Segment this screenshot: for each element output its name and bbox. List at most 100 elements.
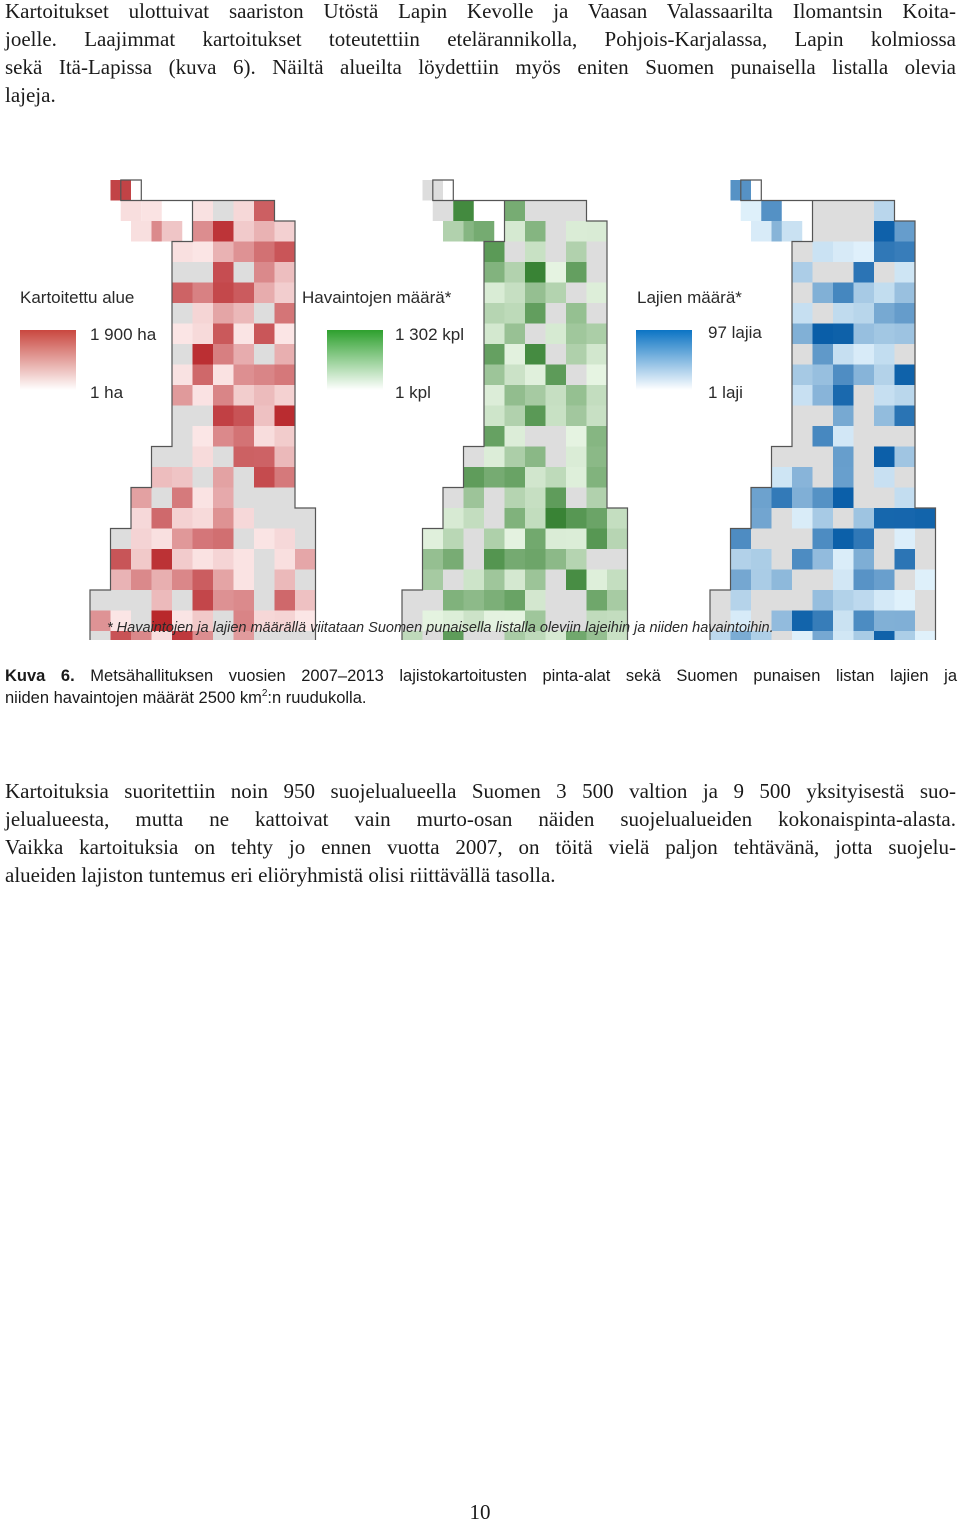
map-grid-cell bbox=[213, 405, 234, 426]
map-grid-cell bbox=[422, 528, 443, 549]
map-grid-cell bbox=[874, 385, 895, 406]
map-grid-cell bbox=[545, 262, 566, 283]
map-grid-cell bbox=[254, 241, 275, 262]
map-grid-cell bbox=[161, 221, 183, 242]
map-grid-cell bbox=[812, 303, 833, 324]
map-grid-cell bbox=[730, 528, 751, 549]
legend-gradient bbox=[20, 330, 76, 390]
map-grid-cell bbox=[233, 590, 254, 611]
map-grid-cell bbox=[607, 528, 628, 549]
map-grid-cell bbox=[833, 549, 854, 570]
map-grid-cell bbox=[484, 241, 505, 262]
figure-finland-maps: Kartoitettu alue 1 900 ha 1 ha Havaintoj… bbox=[0, 140, 960, 640]
map-grid-cell bbox=[274, 282, 295, 303]
map-grid-cell bbox=[233, 405, 254, 426]
map-grid-cell bbox=[274, 549, 295, 570]
map-grid-cell bbox=[853, 262, 874, 283]
map-grid-cell bbox=[254, 446, 275, 467]
map-grid-cell bbox=[853, 569, 874, 590]
map-grid-cell bbox=[484, 631, 505, 640]
map-grid-cell bbox=[504, 631, 525, 640]
map-grid-cell bbox=[192, 631, 213, 640]
map-grid-cell bbox=[545, 487, 566, 508]
legend-max-label: 97 lajia bbox=[708, 323, 762, 342]
paragraph-line: joelle. Laajimmat kartoitukset toteutett… bbox=[5, 27, 956, 51]
map-grid-cell bbox=[566, 590, 587, 611]
map-grid-cell bbox=[894, 221, 915, 242]
map-grid-cell bbox=[566, 631, 587, 640]
map-grid-cell bbox=[295, 508, 316, 529]
map-grid-cell bbox=[254, 631, 275, 640]
map-grid-cell bbox=[710, 610, 731, 631]
intro-paragraph: Kartoitukset ulottuivat saariston Utöstä… bbox=[5, 0, 956, 109]
map-grid-cell bbox=[233, 262, 254, 283]
map-grid-cell bbox=[853, 303, 874, 324]
map-grid-cell bbox=[213, 590, 234, 611]
map-grid-cell bbox=[812, 405, 833, 426]
map-grid-cell bbox=[812, 344, 833, 365]
map-grid-cell bbox=[233, 426, 254, 447]
map-grid-cell bbox=[213, 446, 234, 467]
map-grid-cell bbox=[751, 528, 772, 549]
map-grid-cell bbox=[504, 549, 525, 570]
map-grid-cell bbox=[586, 344, 607, 365]
map-grid-cell bbox=[894, 549, 915, 570]
map-grid-cell bbox=[90, 631, 111, 640]
map-grid-cell bbox=[915, 528, 936, 549]
map-grid-cell bbox=[792, 364, 813, 385]
map-grid-cell bbox=[504, 446, 525, 467]
map-grid-cell bbox=[192, 282, 213, 303]
map-grid-cell bbox=[730, 549, 751, 570]
map-grid-cell bbox=[422, 549, 443, 570]
map-grid-cell bbox=[120, 200, 142, 221]
map-grid-cell bbox=[484, 426, 505, 447]
map-grid-cell bbox=[566, 508, 587, 529]
map-havaintojen-maara bbox=[401, 179, 629, 640]
map-grid-cell bbox=[172, 364, 193, 385]
map-grid-cell bbox=[504, 364, 525, 385]
map-grid-cell bbox=[213, 344, 234, 365]
map-grid-cell bbox=[151, 528, 172, 549]
map-grid-cell bbox=[566, 610, 587, 631]
map-grid-cell bbox=[771, 446, 792, 467]
map-grid-cell bbox=[812, 221, 833, 242]
map-grid-cell bbox=[751, 590, 772, 611]
map-grid-cell bbox=[254, 467, 275, 488]
caption-label: Kuva 6. bbox=[5, 667, 75, 685]
map-grid-cell bbox=[751, 487, 772, 508]
map-grid-cell bbox=[402, 631, 423, 640]
map-grid-cell bbox=[233, 303, 254, 324]
map-grid-cell bbox=[192, 549, 213, 570]
map-grid-cell bbox=[233, 364, 254, 385]
map-grid-cell bbox=[172, 262, 193, 283]
map-grid-cell bbox=[730, 631, 751, 640]
map-grid-cell bbox=[172, 344, 193, 365]
caption-superscript: 2 bbox=[261, 688, 268, 699]
map-grid-cell bbox=[812, 323, 833, 344]
map-grid-cell bbox=[833, 467, 854, 488]
map-grid-cell bbox=[525, 631, 546, 640]
map-grid-cell bbox=[833, 200, 854, 221]
map-grid-cell bbox=[853, 467, 874, 488]
map-grid-cell bbox=[233, 221, 254, 242]
map-grid-cell bbox=[545, 631, 566, 640]
map-grid-cell bbox=[566, 467, 587, 488]
map-grid-cell bbox=[894, 405, 915, 426]
map-grid-cell bbox=[213, 508, 234, 529]
map-grid-cell bbox=[233, 241, 254, 262]
map-grid-cell bbox=[566, 221, 587, 242]
map-grid-cell bbox=[586, 364, 607, 385]
legend-max-label: 1 302 kpl bbox=[395, 325, 464, 344]
map-grid-cell bbox=[504, 282, 525, 303]
map-grid-cell bbox=[172, 241, 193, 262]
paragraph-line: alueiden lajiston tuntemus eri eliöryhmi… bbox=[5, 863, 556, 887]
map-grid-cell bbox=[915, 549, 936, 570]
map-grid-cell bbox=[586, 221, 607, 242]
map-grid-cell bbox=[545, 590, 566, 611]
map-grid-cell bbox=[172, 508, 193, 529]
map-grid-cell bbox=[484, 303, 505, 324]
map-grid-cell bbox=[463, 549, 484, 570]
map-grid-cell bbox=[525, 610, 546, 631]
map-grid-cell bbox=[894, 282, 915, 303]
map-grid-cell bbox=[422, 590, 443, 611]
